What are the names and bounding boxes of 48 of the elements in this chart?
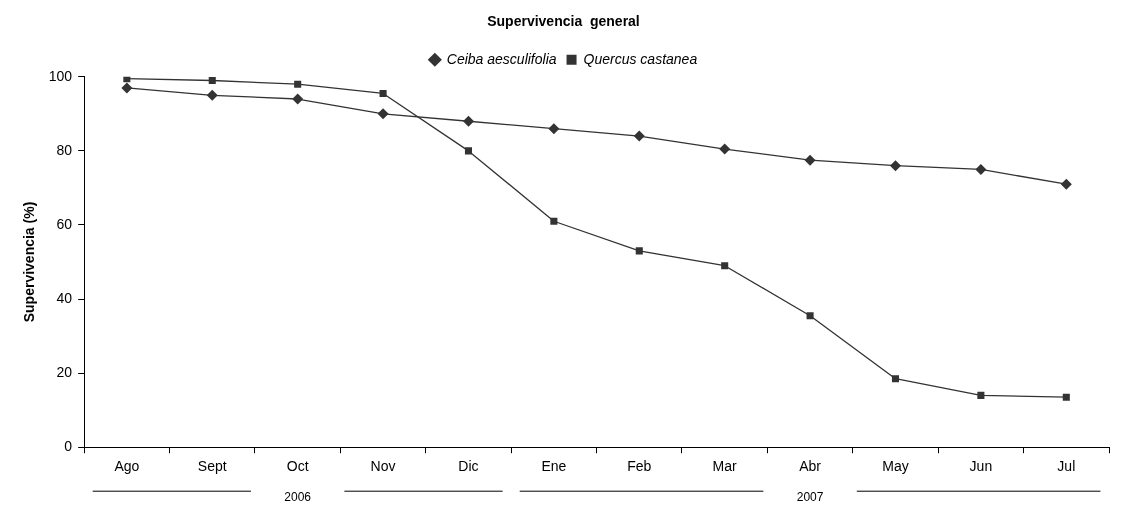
point <box>208 76 216 85</box>
y-tick-label: 40 <box>56 289 73 306</box>
x-tick-label: Jun <box>969 458 993 475</box>
point <box>804 154 816 166</box>
x-tick-label: Oct <box>286 458 309 475</box>
y-tick-label: 100 <box>48 67 73 84</box>
point <box>377 108 389 120</box>
point <box>121 82 133 94</box>
point <box>550 217 558 225</box>
y-tick-label: 0 <box>64 438 73 455</box>
point <box>806 312 814 320</box>
point <box>721 262 729 270</box>
text: 2006 <box>284 489 312 504</box>
point <box>891 375 900 383</box>
point <box>1060 178 1072 190</box>
point <box>889 160 901 172</box>
x-tick-label: Dic <box>458 458 479 475</box>
point <box>977 391 985 399</box>
legend-label: Ceiba aesculifolia <box>446 50 557 67</box>
point <box>635 247 643 255</box>
point <box>975 163 987 175</box>
y-axis-title: Supervivencia (%) <box>21 201 38 323</box>
point <box>206 89 218 101</box>
x-tick-label: Nov <box>370 458 396 475</box>
x-tick-label: Ago <box>114 458 140 475</box>
point <box>462 115 474 127</box>
point <box>379 89 387 97</box>
y-tick-label: 80 <box>56 141 73 158</box>
point <box>719 143 731 155</box>
point <box>292 93 304 105</box>
x-tick-label: Ene <box>541 458 567 475</box>
y-tick-label: 20 <box>56 363 73 380</box>
x-tick-label: May <box>882 458 909 475</box>
x-tick-label: Sept <box>197 458 227 475</box>
x-tick-label: Feb <box>627 458 652 475</box>
point <box>1062 393 1070 401</box>
x-tick-label: Abr <box>799 458 822 475</box>
point <box>294 80 302 88</box>
x-tick-label: Jul <box>1057 458 1076 475</box>
point <box>633 130 645 142</box>
point <box>464 147 473 155</box>
point <box>123 76 131 83</box>
point <box>548 123 560 135</box>
text: 2007 <box>796 489 824 504</box>
x-tick-label: Mar <box>712 458 738 475</box>
chart-title: Supervivencia general <box>487 13 640 30</box>
legend-label: Quercus castanea <box>583 50 698 67</box>
y-tick-label: 60 <box>56 215 73 232</box>
